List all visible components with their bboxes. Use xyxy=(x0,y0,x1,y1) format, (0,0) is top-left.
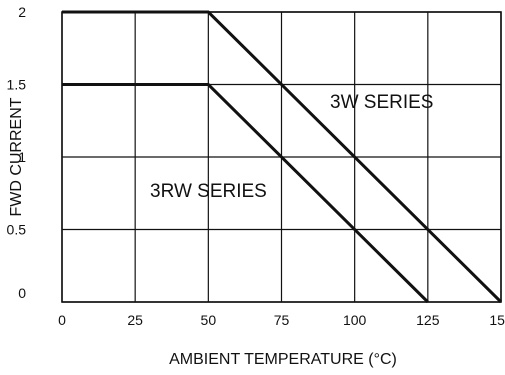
series-layer xyxy=(62,10,503,304)
annotation-3w-series: 3W SERIES xyxy=(330,92,433,113)
plot-frame xyxy=(61,11,502,303)
x-tick-label: 50 xyxy=(201,312,217,328)
x-tick-label: 75 xyxy=(274,312,290,328)
y-tick-label: 1.5 xyxy=(7,77,27,93)
y-tick-label: 0 xyxy=(18,285,26,301)
annotation-3rw-series: 3RW SERIES xyxy=(150,181,267,202)
y-tick-label: 0.5 xyxy=(7,222,27,238)
tick-layer: 0 25 50 75 100 125 150 0 0.5 1 1.5 2 xyxy=(7,4,505,328)
series-line-3rw xyxy=(62,83,429,304)
series-line-3w xyxy=(62,10,503,304)
x-tick-label: 0 xyxy=(58,312,66,328)
y-tick-label: 1 xyxy=(18,149,26,165)
x-axis-label: AMBIENT TEMPERATURE (°C) xyxy=(169,351,397,368)
y-axis-label: FWD CURRENT xyxy=(8,97,25,216)
x-tick-label: 25 xyxy=(127,312,143,328)
x-tick-label: 100 xyxy=(343,312,367,328)
x-tick-label: 125 xyxy=(416,312,440,328)
x-tick-label: 150 xyxy=(489,312,505,328)
y-tick-label: 2 xyxy=(18,4,26,20)
